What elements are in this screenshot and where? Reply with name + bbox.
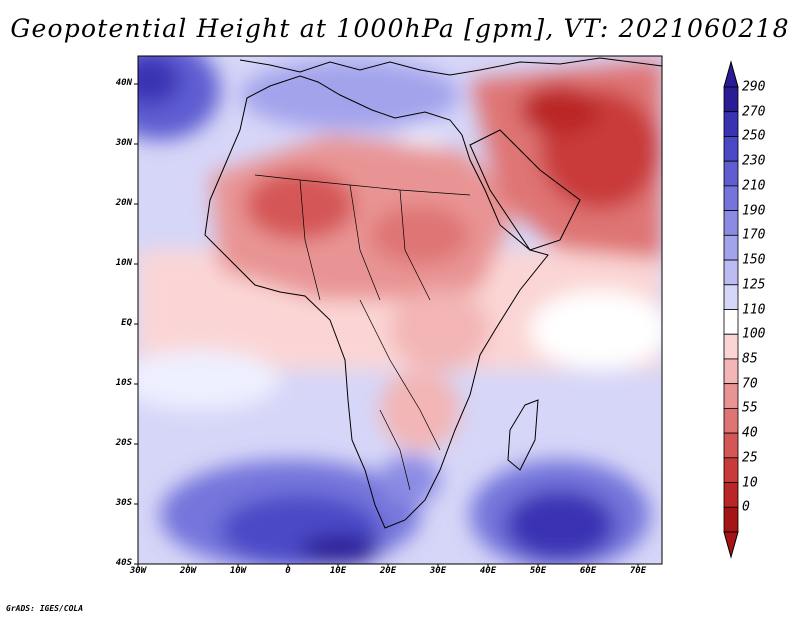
coastline-africa	[204, 75, 549, 529]
colorbar-level-label: 290	[742, 79, 766, 95]
x-tick-label: 40E	[479, 566, 497, 576]
coastline-arabia	[469, 129, 581, 251]
colorbar-level-label: 85	[742, 351, 758, 367]
colorbar-level-label: 110	[742, 302, 766, 317]
colorbar-swatch	[723, 457, 739, 483]
x-tick-label: 20W	[179, 566, 197, 576]
colorbar-bottom-arrow	[723, 531, 739, 559]
colorbar-swatch	[723, 407, 739, 434]
x-tick-label: 20E	[379, 566, 397, 576]
colorbar-level-label: 170	[742, 227, 766, 243]
colorbar-swatch	[723, 482, 739, 508]
y-tick-label: 40S	[115, 558, 132, 568]
colorbar-swatch	[723, 259, 739, 286]
colorbar-swatch	[723, 160, 739, 187]
x-tick-label: 50E	[529, 566, 547, 576]
colorbar-level-label: 55	[742, 400, 758, 416]
x-tick-label: 10E	[329, 566, 347, 576]
colorbar-level-label: 190	[742, 203, 766, 219]
colorbar-swatch	[723, 284, 739, 310]
y-tick-label: 20N	[115, 198, 132, 208]
colorbar-level-label: 10	[742, 475, 758, 491]
colorbar-level-label: 210	[742, 178, 766, 194]
y-tick-label: 30S	[115, 498, 132, 508]
colorbar-swatch	[723, 333, 739, 360]
x-tick-label: 60E	[579, 566, 597, 576]
colorbar-swatch	[723, 136, 739, 162]
axis-ticks	[134, 83, 639, 568]
y-tick-label: 40N	[115, 78, 132, 88]
x-tick-label: 10W	[229, 566, 247, 576]
colorbar-level-label: 25	[742, 450, 758, 466]
coastlines	[204, 57, 662, 529]
coastline-madagascar	[507, 399, 539, 471]
y-tick-label: 30N	[115, 138, 132, 148]
x-tick-label: 70E	[629, 566, 647, 576]
colorbar-level-label: 100	[742, 326, 766, 342]
colorbar-swatch	[723, 383, 739, 409]
colorbar-level-label: 250	[742, 128, 766, 144]
colorbar-swatch	[723, 86, 739, 113]
chart-title: Geopotential Height at 1000hPa [gpm], VT…	[10, 14, 790, 43]
colorbar-top-arrow	[723, 60, 739, 88]
colorbar-swatch	[723, 185, 739, 212]
x-tick-label: 30W	[129, 566, 147, 576]
colorbar-swatch	[723, 506, 739, 533]
x-tick-label: 30E	[429, 566, 447, 576]
colorbar-swatch	[723, 111, 739, 137]
colorbar-swatch	[723, 358, 739, 385]
x-tick-label: 0	[285, 566, 291, 576]
colorbar-swatch	[723, 234, 739, 261]
colorbar-level-label: 125	[742, 277, 766, 293]
colorbar-level-label: 270	[742, 104, 766, 120]
colorbar-swatch	[723, 309, 739, 335]
colorbar-swatch	[723, 210, 739, 236]
y-tick-label: 10N	[115, 258, 132, 268]
credit-text: GrADS: IGES/COLA	[6, 604, 84, 613]
y-tick-label: 10S	[115, 378, 132, 388]
map-frame	[137, 55, 663, 565]
colorbar-level-label: 150	[742, 252, 766, 268]
colorbar-level-label: 230	[742, 153, 766, 169]
colorbar-level-label: 70	[742, 376, 758, 392]
y-tick-label: EQ	[121, 318, 132, 328]
y-tick-label: 20S	[115, 438, 132, 448]
colorbar-level-label: 0	[742, 499, 750, 515]
colorbar-swatch	[723, 432, 739, 459]
coastline-europe	[239, 57, 662, 76]
colorbar-level-label: 40	[742, 425, 758, 441]
